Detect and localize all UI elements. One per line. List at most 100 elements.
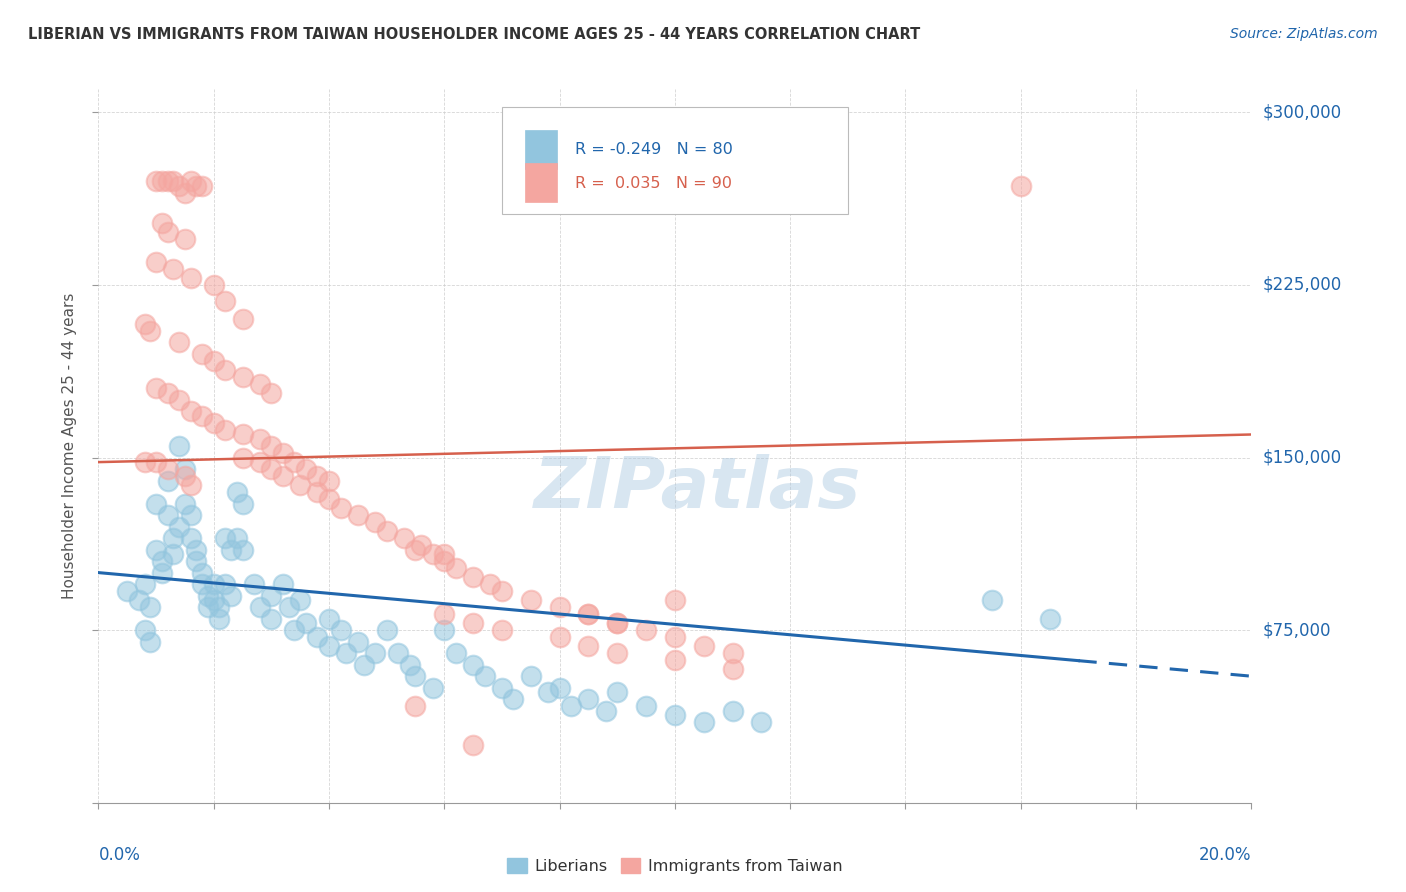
- Point: [134, 317, 156, 331]
- Point: [433, 607, 456, 621]
- Point: [162, 174, 184, 188]
- Point: [375, 623, 398, 637]
- Point: [156, 462, 179, 476]
- Point: [461, 616, 484, 631]
- Point: [156, 474, 179, 488]
- Point: [231, 312, 254, 326]
- Point: [295, 462, 318, 476]
- Point: [277, 600, 299, 615]
- Point: [162, 261, 184, 276]
- Y-axis label: Householder Income Ages 25 - 44 years: Householder Income Ages 25 - 44 years: [62, 293, 77, 599]
- Point: [191, 577, 214, 591]
- Point: [249, 432, 271, 446]
- Point: [295, 616, 318, 631]
- Point: [260, 439, 283, 453]
- Point: [128, 593, 150, 607]
- Point: [693, 640, 716, 654]
- Point: [191, 566, 214, 580]
- Point: [219, 589, 242, 603]
- Point: [422, 547, 444, 561]
- Text: $225,000: $225,000: [1263, 276, 1343, 293]
- Point: [139, 600, 162, 615]
- Point: [479, 577, 502, 591]
- Point: [271, 577, 294, 591]
- Point: [186, 178, 208, 193]
- Point: [243, 577, 266, 591]
- Point: [664, 653, 686, 667]
- Text: $150,000: $150,000: [1263, 449, 1341, 467]
- Point: [260, 386, 283, 401]
- Point: [180, 531, 202, 545]
- Point: [174, 462, 197, 476]
- Point: [502, 692, 524, 706]
- Text: $300,000: $300,000: [1263, 103, 1341, 121]
- Point: [606, 646, 628, 660]
- Point: [548, 630, 571, 644]
- Point: [249, 455, 271, 469]
- Point: [180, 508, 202, 522]
- Point: [174, 186, 197, 200]
- Point: [375, 524, 398, 538]
- Point: [225, 531, 247, 545]
- Point: [595, 704, 617, 718]
- Point: [174, 497, 197, 511]
- Point: [329, 623, 352, 637]
- Point: [191, 347, 214, 361]
- Point: [307, 469, 329, 483]
- Point: [260, 462, 283, 476]
- Point: [208, 612, 231, 626]
- Point: [283, 623, 305, 637]
- Point: [162, 531, 184, 545]
- Point: [1010, 178, 1032, 193]
- Point: [520, 593, 543, 607]
- Point: [721, 662, 744, 676]
- Point: [150, 554, 173, 568]
- Point: [162, 547, 184, 561]
- Point: [231, 450, 254, 465]
- Point: [405, 699, 427, 714]
- Point: [411, 538, 433, 552]
- Point: [231, 542, 254, 557]
- Point: [548, 681, 571, 695]
- Point: [461, 570, 484, 584]
- Point: [202, 593, 225, 607]
- Point: [307, 485, 329, 500]
- Point: [186, 542, 208, 557]
- Point: [283, 455, 305, 469]
- Point: [139, 324, 162, 338]
- Point: [751, 715, 773, 730]
- Text: 0.0%: 0.0%: [98, 846, 141, 863]
- Point: [636, 699, 658, 714]
- Text: ZIPatlas: ZIPatlas: [534, 454, 862, 524]
- Point: [398, 657, 420, 672]
- Point: [191, 178, 214, 193]
- Point: [260, 612, 283, 626]
- Text: LIBERIAN VS IMMIGRANTS FROM TAIWAN HOUSEHOLDER INCOME AGES 25 - 44 YEARS CORRELA: LIBERIAN VS IMMIGRANTS FROM TAIWAN HOUSE…: [28, 27, 921, 42]
- Point: [318, 474, 340, 488]
- Point: [197, 600, 219, 615]
- Point: [219, 542, 242, 557]
- Point: [208, 600, 231, 615]
- Point: [444, 561, 467, 575]
- Point: [537, 685, 560, 699]
- Point: [578, 640, 600, 654]
- Point: [145, 497, 167, 511]
- Point: [150, 566, 173, 580]
- Point: [180, 478, 202, 492]
- Point: [520, 669, 543, 683]
- Point: [174, 469, 197, 483]
- Point: [134, 577, 156, 591]
- Point: [202, 577, 225, 591]
- Point: [578, 692, 600, 706]
- Point: [318, 640, 340, 654]
- Point: [606, 616, 628, 631]
- Point: [145, 542, 167, 557]
- FancyBboxPatch shape: [524, 130, 557, 169]
- Point: [231, 427, 254, 442]
- Point: [145, 455, 167, 469]
- Point: [664, 593, 686, 607]
- Point: [318, 612, 340, 626]
- Point: [693, 715, 716, 730]
- Point: [134, 455, 156, 469]
- Point: [548, 600, 571, 615]
